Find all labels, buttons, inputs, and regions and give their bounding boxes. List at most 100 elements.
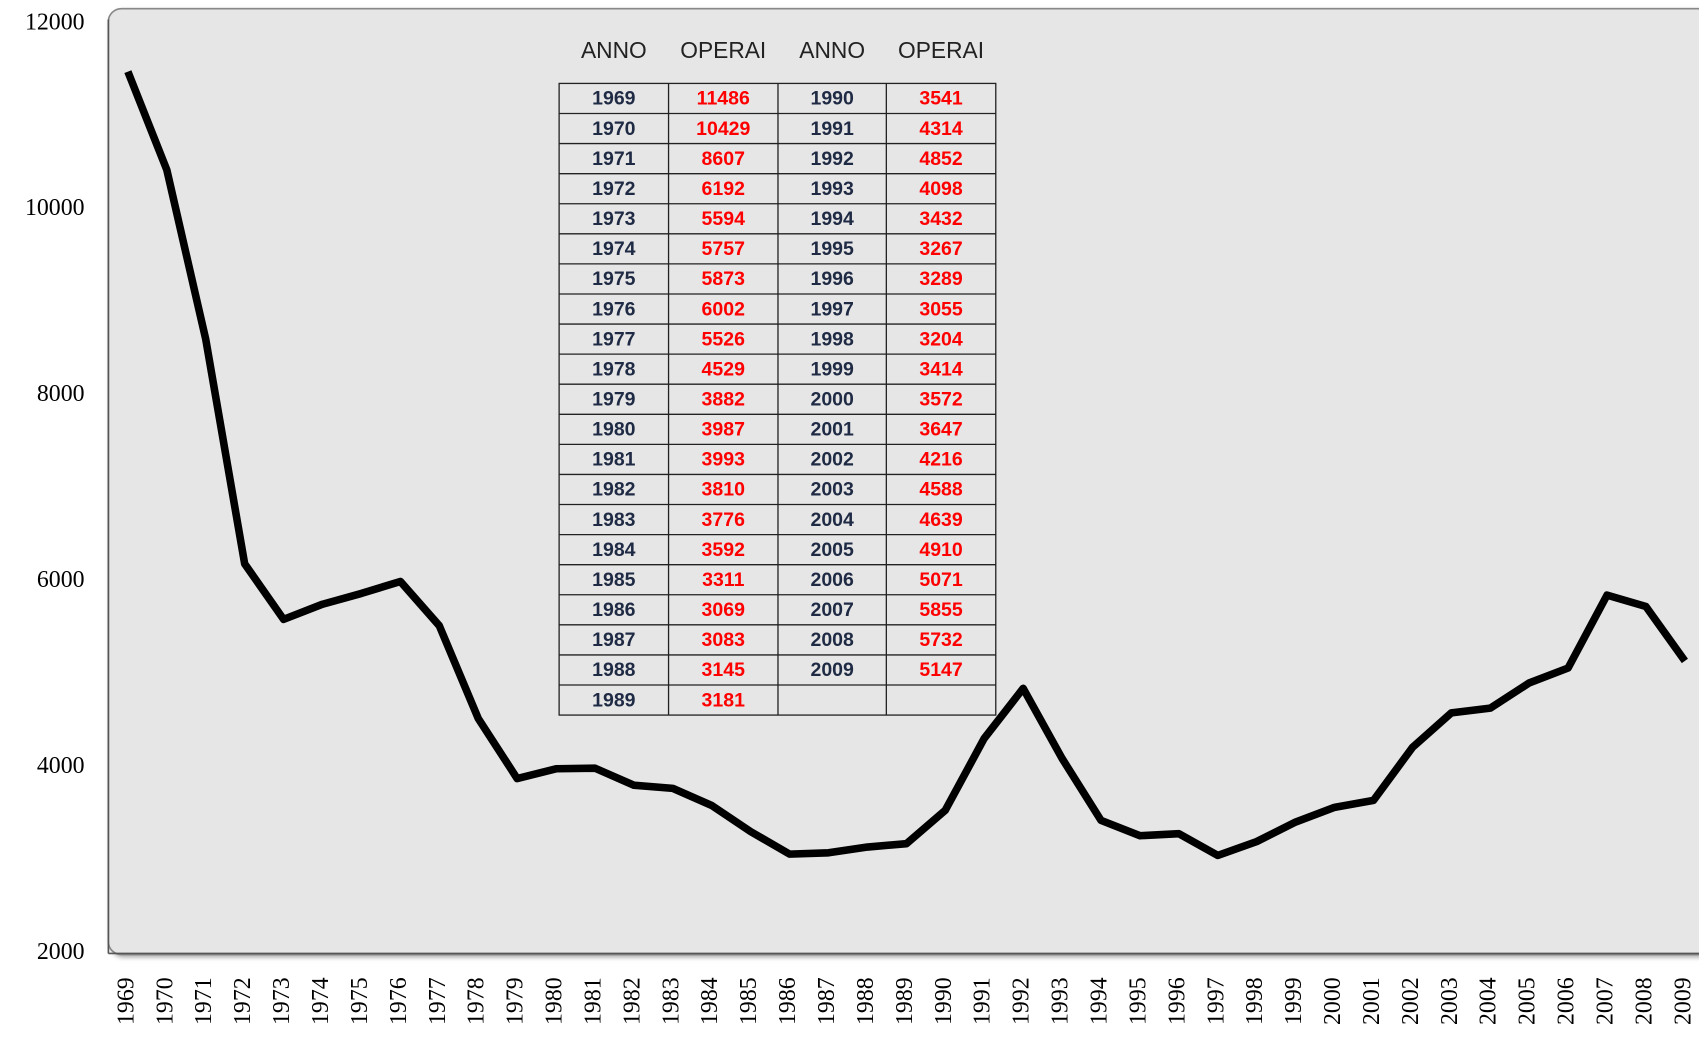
table-value: 5732 [919,629,963,651]
table-value: 5526 [702,328,746,350]
table-value: 3311 [702,569,744,591]
table-value: 3083 [702,629,746,651]
table-value: 3055 [919,298,963,320]
table-value: 3204 [919,328,963,350]
table-year: 1998 [810,328,854,350]
table-header: ANNO [581,37,647,63]
y-tick-label: 12000 [25,9,85,35]
table-value: 5757 [702,238,745,260]
table-header: OPERAI [898,37,984,63]
table-year: 1994 [810,208,854,230]
x-tick-label: 2001 [1359,977,1385,1025]
table-year: 1995 [810,238,854,260]
x-tick-label: 1970 [152,977,178,1025]
x-tick-label: 2002 [1398,977,1424,1025]
table-year: 1985 [592,569,636,591]
x-tick-label: 1973 [269,977,295,1025]
table-year: 2004 [810,509,854,531]
table-value: 6002 [702,298,746,320]
table-year: 1972 [592,178,636,200]
table-value: 3882 [702,388,746,410]
x-tick-label: 1994 [1086,977,1112,1025]
table-year: 1988 [592,659,636,681]
x-tick-label: 1980 [542,977,568,1025]
table-value: 3810 [702,479,746,501]
x-tick-label: 1985 [736,977,762,1025]
x-tick-label: 1983 [658,977,684,1025]
x-tick-label: 1989 [892,977,918,1025]
table-year: 2007 [810,599,853,621]
x-tick-label: 1977 [425,977,451,1025]
table-year: 1977 [592,328,635,350]
table-year: 2005 [810,539,854,561]
table-value: 3181 [702,689,746,711]
y-tick-label: 8000 [37,381,85,407]
table-year: 1986 [592,599,636,621]
table-value: 3647 [919,419,962,441]
x-tick-label: 1995 [1125,977,1151,1025]
table-value: 4314 [919,118,963,140]
table-value: 3993 [702,449,746,471]
table-value: 5071 [919,569,963,591]
table-value: 3987 [702,419,745,441]
x-tick-label: 1990 [931,977,957,1025]
table-value: 3592 [702,539,746,561]
table-value: 3069 [702,599,746,621]
x-tick-label: 2000 [1320,977,1346,1025]
x-tick-label: 1997 [1203,977,1229,1025]
table-year: 2008 [810,629,854,651]
table-value: 3541 [919,88,963,110]
table-year: 2000 [810,388,854,410]
table-year: 2001 [810,419,854,441]
table-year: 1989 [592,689,636,711]
x-tick-label: 1972 [230,977,256,1025]
table-header: ANNO [799,37,865,63]
x-tick-label: 2003 [1437,977,1463,1025]
x-tick-label: 1981 [580,977,606,1025]
table-year: 1979 [592,388,636,410]
table-year: 1993 [810,178,854,200]
table-value: 4529 [702,358,746,380]
x-tick-label: 1999 [1281,977,1307,1025]
x-tick-label: 1975 [347,977,373,1025]
table-value: 5594 [702,208,746,230]
x-tick-label: 1969 [113,977,139,1025]
table-year: 1974 [592,238,636,260]
table-value: 6192 [702,178,746,200]
table-value: 5855 [919,599,963,621]
x-tick-label: 1987 [814,977,840,1025]
y-tick-label: 10000 [25,195,85,221]
x-tick-label: 1993 [1048,977,1074,1025]
table-value: 3432 [919,208,963,230]
table-value: 4098 [919,178,963,200]
x-tick-label: 1976 [386,977,412,1025]
table-year: 1971 [592,148,636,170]
x-tick-label: 1974 [308,977,334,1025]
y-tick-label: 4000 [37,753,85,779]
table-value: 3267 [919,238,962,260]
table-value: 5873 [702,268,746,290]
table-year: 2009 [810,659,854,681]
table-year: 1970 [592,118,636,140]
table-value: 3145 [702,659,746,681]
table-year: 1976 [592,298,636,320]
table-value: 3776 [702,509,746,531]
x-tick-label: 1996 [1164,977,1190,1025]
table-year: 1984 [592,539,636,561]
table-year: 1973 [592,208,636,230]
x-tick-label: 1986 [775,977,801,1025]
table-value: 3572 [919,388,963,410]
table-value: 8607 [702,148,745,170]
table-value: 10429 [696,118,750,140]
table-year: 1978 [592,358,636,380]
table-value: 4639 [919,509,963,531]
table-year: 1983 [592,509,636,531]
table-value: 4216 [919,449,963,471]
table-year: 2006 [810,569,854,591]
table-year: 1981 [592,449,636,471]
table-year: 1975 [592,268,636,290]
x-tick-label: 1988 [853,977,879,1025]
x-tick-label: 2006 [1554,977,1580,1025]
